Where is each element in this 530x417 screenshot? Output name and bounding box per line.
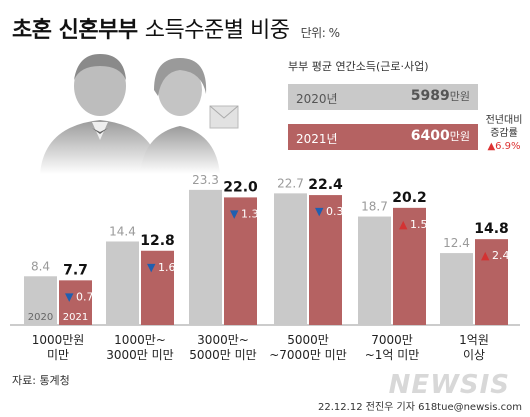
value-2020-5: 12.4 <box>443 236 470 250</box>
value-2021-2: 22.0 <box>223 179 258 195</box>
income-heading: 부부 평균 연간소득(근로·사업) <box>288 60 429 73</box>
category-label-1-1: 3000만 미만 <box>106 348 173 362</box>
bar-2020-5 <box>440 253 473 325</box>
income-2020-box: 2020년 5989만원 <box>288 84 478 110</box>
value-2021-1: 12.8 <box>140 233 175 249</box>
down-arrow-icon: ▼ <box>65 290 74 303</box>
category-label-2-0: 3000만~ <box>197 333 249 347</box>
value-2020-2: 23.3 <box>192 173 219 187</box>
value-2021-4: 20.2 <box>392 190 427 206</box>
down-arrow-icon: ▼ <box>315 205 324 218</box>
up-arrow-icon: ▲ <box>399 218 408 231</box>
income-2021-value: 6400만원 <box>410 128 470 144</box>
series-label-2021: 2021 <box>63 312 88 323</box>
unit-label: 단위: % <box>300 26 340 40</box>
bar-2020-1 <box>106 241 139 325</box>
value-2020-0: 8.4 <box>31 259 50 273</box>
value-2020-4: 18.7 <box>361 200 388 214</box>
title-bold: 초혼 신혼부부 <box>12 18 138 43</box>
newsis-logo: NEWSIS <box>388 370 510 400</box>
income-2020-year: 2020년 <box>296 92 338 106</box>
series-label-2020: 2020 <box>28 312 53 323</box>
credit-line: 22.12.12 전진우 기자 618tue@newsis.com <box>318 402 522 413</box>
category-label-4-0: 7000만 <box>371 333 413 347</box>
source-note: 자료: 통계청 <box>12 374 70 387</box>
change-value-4: 1.5 <box>410 218 428 231</box>
value-2021-5: 14.8 <box>474 221 509 237</box>
income-2021-box: 2021년 6400만원 <box>288 124 478 150</box>
bar-2021-1 <box>141 250 174 325</box>
bar-2021-2 <box>224 197 257 325</box>
category-label-3-0: 5000만 <box>287 333 329 347</box>
income-growth: 전년대비 증감률 ▲6.9% <box>479 114 529 153</box>
income-2021-year: 2021년 <box>296 132 338 146</box>
couple-illustration-icon <box>40 54 239 174</box>
change-value-2: 1.3 <box>241 207 259 220</box>
chart-title: 초혼 신혼부부 소득수준별 비중 단위: % <box>12 12 340 44</box>
change-value-3: 0.3 <box>326 205 344 218</box>
up-arrow-icon: ▲ <box>481 249 490 262</box>
down-arrow-icon: ▼ <box>147 261 156 274</box>
bar-2020-3 <box>274 193 307 325</box>
bar-2021-4 <box>393 207 426 325</box>
bar-2020-4 <box>358 216 391 325</box>
category-label-3-1: ~7000만 미만 <box>269 348 347 362</box>
category-label-1-0: 1000만~ <box>114 333 166 347</box>
category-label-5-0: 1억원 <box>459 333 489 347</box>
bar-2021-5 <box>475 239 508 325</box>
bar-2020-2 <box>189 189 222 325</box>
income-2020-value: 5989만원 <box>410 88 470 104</box>
value-2020-1: 14.4 <box>109 224 136 238</box>
bar-2021-0 <box>59 280 92 325</box>
change-value-1: 1.6 <box>158 261 176 274</box>
category-label-2-1: 5000만 미만 <box>189 348 256 362</box>
value-2021-0: 7.7 <box>63 262 88 278</box>
bar-2020-0 <box>24 276 57 325</box>
category-label-0-1: 미만 <box>47 348 69 362</box>
title-light: 소득수준별 비중 <box>144 18 290 43</box>
growth-value: ▲6.9% <box>487 141 521 152</box>
category-label-5-1: 이상 <box>463 348 485 362</box>
bar-2021-3 <box>309 195 342 325</box>
category-label-4-1: ~1억 미만 <box>365 348 420 362</box>
change-value-5: 2.4 <box>492 249 510 262</box>
value-2021-3: 22.4 <box>308 177 343 193</box>
value-2020-3: 22.7 <box>277 176 304 190</box>
category-label-0-0: 1000만원 <box>32 333 85 347</box>
up-arrow-icon: ▲ <box>487 141 496 152</box>
down-arrow-icon: ▼ <box>230 207 239 220</box>
change-value-0: 0.7 <box>76 290 94 303</box>
